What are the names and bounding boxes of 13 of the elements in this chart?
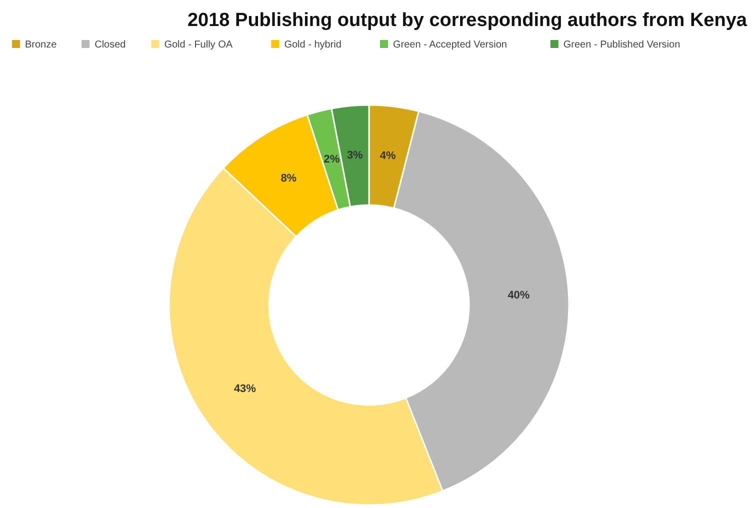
legend-label: Gold - hybrid [284, 40, 342, 51]
chart-title: 2018 Publishing output by corresponding authors from Kenya [187, 10, 748, 31]
legend-label: Green - Published Version [563, 40, 680, 51]
data-label: 43% [234, 383, 256, 396]
data-label: 4% [380, 150, 396, 162]
data-label: 2% [324, 154, 340, 166]
data-label: 8% [280, 172, 297, 184]
legend-label: Bronze [25, 40, 58, 51]
legend-label: Closed [94, 40, 126, 51]
data-label: 3% [346, 150, 364, 162]
legend-label: Gold - Fully OA [164, 40, 233, 51]
data-label: 40% [508, 289, 530, 302]
legend-label: Green - Accepted Version [393, 40, 507, 51]
